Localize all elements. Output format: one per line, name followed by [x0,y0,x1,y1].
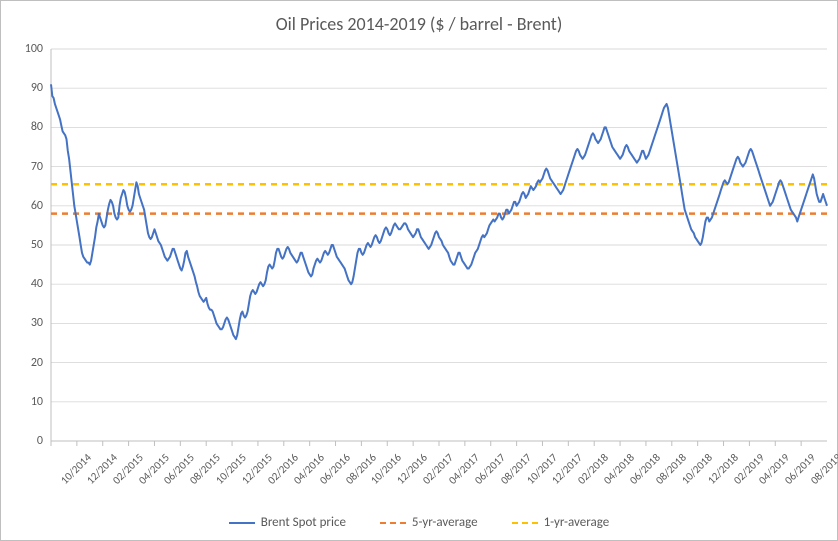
plot-area: 010203040506070809010010/201412/201402/2… [51,49,827,441]
y-tick-label: 0 [9,434,43,448]
legend-item-1yr: 1-yr-average [512,515,610,530]
legend-label: 1-yr-average [544,515,610,530]
y-tick-label: 60 [9,199,43,213]
y-tick-label: 30 [9,316,43,330]
y-tick-label: 90 [9,81,43,95]
oil-prices-chart: Oil Prices 2014-2019 ($ / barrel - Brent… [0,0,838,541]
y-tick-label: 10 [9,395,43,409]
legend-label: 5-yr-average [412,515,478,530]
legend-swatch [229,522,255,524]
y-tick-label: 70 [9,160,43,174]
y-tick-label: 50 [9,238,43,252]
legend-swatch [380,522,406,524]
chart-title: Oil Prices 2014-2019 ($ / barrel - Brent… [1,13,837,35]
legend-item-brent: Brent Spot price [229,515,346,530]
legend-item-5yr: 5-yr-average [380,515,478,530]
y-tick-label: 40 [9,277,43,291]
y-tick-label: 20 [9,356,43,370]
y-tick-label: 80 [9,120,43,134]
legend-swatch [512,522,538,524]
legend: Brent Spot price 5-yr-average 1-yr-avera… [1,515,837,530]
y-tick-label: 100 [9,42,43,56]
legend-label: Brent Spot price [261,515,346,530]
